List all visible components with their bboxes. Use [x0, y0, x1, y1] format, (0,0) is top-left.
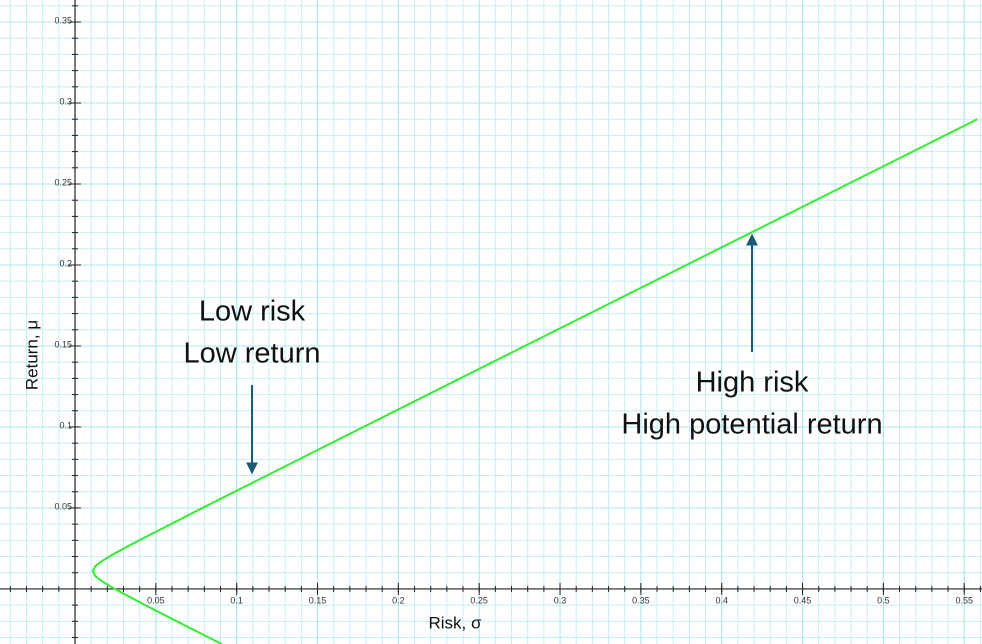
x-axis-label: Risk, σ — [429, 613, 483, 632]
x-tick-label: 0.4 — [715, 595, 728, 605]
x-tick-label: 0.5 — [877, 595, 890, 605]
annotation: Low return — [183, 338, 320, 370]
x-tick-label: 0.25 — [470, 595, 488, 605]
x-tick-label: 0.2 — [392, 595, 405, 605]
frontier-line — [91, 118, 978, 644]
x-tick-label: 0.35 — [632, 595, 650, 605]
y-tick-label: 0.3 — [60, 96, 73, 106]
y-tick-label: 0.25 — [54, 177, 72, 187]
x-tick-label: 0.55 — [955, 595, 973, 605]
annotation: High potential return — [621, 409, 882, 441]
y-tick-label: 0.1 — [60, 420, 73, 430]
annotation: Low risk — [199, 296, 306, 328]
y-tick-label: 0.2 — [60, 258, 73, 268]
annotation: High risk — [696, 367, 809, 399]
y-axis-label: Return, μ — [22, 320, 41, 390]
x-tick-label: 0.15 — [309, 595, 327, 605]
x-tick-label: 0.3 — [554, 595, 567, 605]
x-tick-label: 0.05 — [147, 595, 165, 605]
x-tick-label: 0.1 — [230, 595, 243, 605]
y-tick-label: 0.35 — [54, 15, 72, 25]
y-tick-label: 0.15 — [54, 339, 72, 349]
y-tick-label: 0.05 — [54, 501, 72, 511]
x-tick-label: 0.45 — [794, 595, 812, 605]
